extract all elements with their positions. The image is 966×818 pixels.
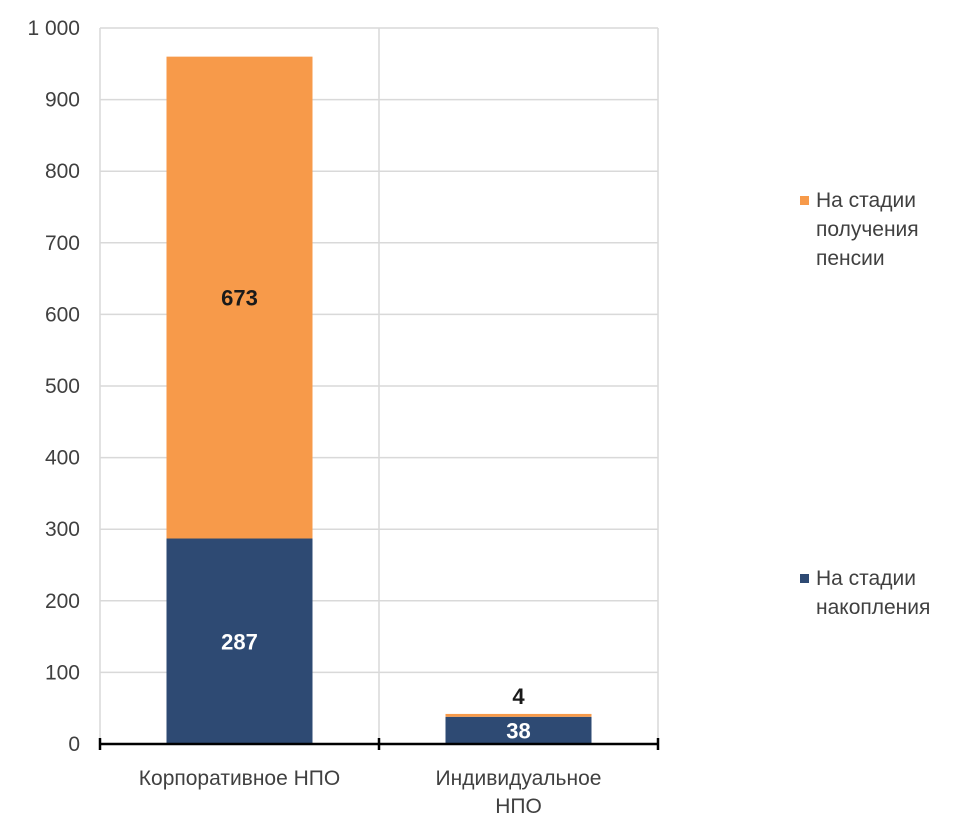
legend-label-pension: На стадии получения пенсии <box>816 189 919 270</box>
bar-0-series-0 <box>166 538 313 744</box>
legend-item-pension: На стадии получения пенсии <box>800 186 956 273</box>
bar-0-series-1 <box>166 56 313 539</box>
y-tick-label-200: 200 <box>45 590 80 613</box>
y-tick-label-800: 800 <box>45 160 80 183</box>
legend: На стадии получения пенсии <box>800 186 956 273</box>
y-tick-label-1000: 1 000 <box>27 17 80 40</box>
legend-item-accumulation: На стадии накопления <box>800 564 956 622</box>
category-label-0-line-0: Корпоративное НПО <box>139 767 340 790</box>
legend-swatch-pension <box>800 196 809 205</box>
y-tick-label-600: 600 <box>45 303 80 326</box>
legend-swatch-accumulation <box>800 574 809 583</box>
y-tick-label-400: 400 <box>45 447 80 470</box>
legend-label-accumulation: На стадии накопления <box>816 567 931 619</box>
data-label-1-series-0: 38 <box>506 718 530 743</box>
y-tick-label-100: 100 <box>45 661 80 684</box>
y-tick-label-0: 0 <box>68 733 80 756</box>
y-tick-label-900: 900 <box>45 89 80 112</box>
y-tick-label-300: 300 <box>45 518 80 541</box>
y-tick-label-700: 700 <box>45 232 80 255</box>
y-tick-label-500: 500 <box>45 375 80 398</box>
legend-lower: На стадии накопления <box>800 564 956 622</box>
category-label-1-line-0: Индивидуальное <box>436 767 602 790</box>
data-label-0-series-1: 673 <box>221 286 258 311</box>
category-label-1-line-1: НПО <box>495 795 542 818</box>
bar-1-series-1 <box>445 713 592 717</box>
bar-1-series-0 <box>445 716 592 744</box>
data-label-1-series-1: 4 <box>512 684 525 709</box>
data-label-0-series-0: 287 <box>221 629 258 654</box>
